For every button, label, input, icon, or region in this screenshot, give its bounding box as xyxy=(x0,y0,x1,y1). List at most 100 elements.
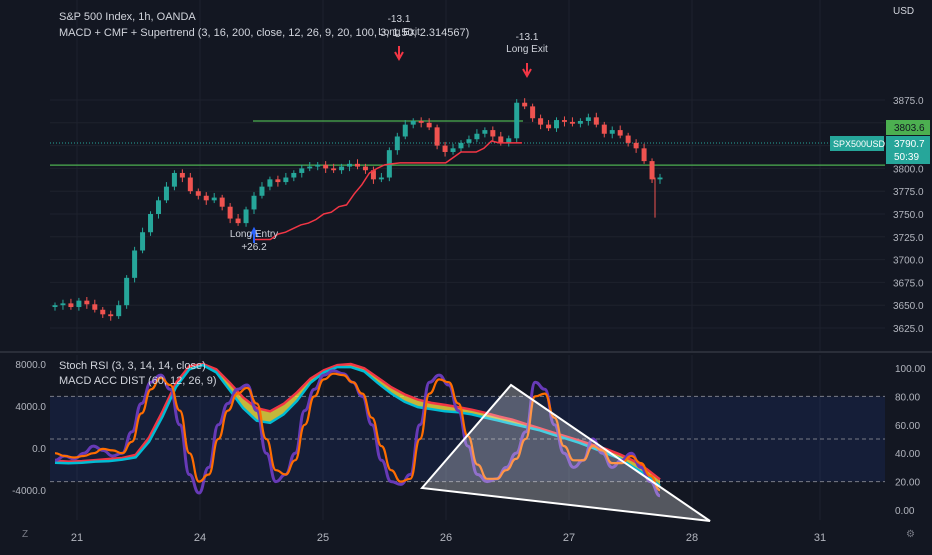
x-tick-label: 26 xyxy=(440,532,452,544)
candle-body xyxy=(76,300,82,308)
candle-body xyxy=(418,120,424,123)
candle-body xyxy=(347,163,353,167)
candle-body xyxy=(339,166,345,171)
currency-label: USD xyxy=(893,6,915,17)
candle-body xyxy=(100,309,106,315)
candle-body xyxy=(546,124,552,129)
macd-tick-label: 8000.0 xyxy=(15,360,46,371)
price-tick-label: 3650.0 xyxy=(893,301,924,312)
macd-tick-label: 4000.0 xyxy=(15,402,46,413)
candle-body xyxy=(92,304,98,310)
candle-body xyxy=(466,139,472,143)
x-tick-label: 24 xyxy=(194,532,206,544)
candle-body xyxy=(203,195,209,201)
candle-body xyxy=(251,195,257,210)
candle-body xyxy=(490,130,496,137)
candle-body xyxy=(649,161,655,180)
candle-body xyxy=(426,122,432,128)
stoch-tick-label: 0.00 xyxy=(895,506,915,517)
candle-body xyxy=(506,138,512,143)
candle-body xyxy=(275,179,281,183)
candle-body xyxy=(259,186,265,196)
candles xyxy=(52,98,663,321)
price-tick-label: 3675.0 xyxy=(893,278,924,289)
candle-body xyxy=(323,164,329,169)
candle-body xyxy=(633,142,639,149)
price-tick-label: 3775.0 xyxy=(893,187,924,198)
long-exit-value: -13.1 xyxy=(516,32,539,43)
stoch-tick-label: 20.00 xyxy=(895,478,920,489)
stoch-tick-label: 100.00 xyxy=(895,364,926,375)
x-tick-label: 25 xyxy=(317,532,329,544)
x-tick-label: 31 xyxy=(814,532,826,544)
candle-body xyxy=(163,186,169,201)
candle-body xyxy=(315,164,321,167)
candle-body xyxy=(124,277,130,306)
long-exit-value: -13.1 xyxy=(388,14,411,25)
candle-body xyxy=(235,218,241,224)
price-tick-label: 3750.0 xyxy=(893,210,924,221)
triangle-drawing xyxy=(420,383,711,522)
candle-body xyxy=(585,117,591,121)
long-entry-label: Long Entry xyxy=(230,229,278,240)
candle-body xyxy=(140,232,146,251)
long-entry-value: +26.2 xyxy=(241,242,267,253)
candle-body xyxy=(617,130,623,136)
price-tick-label: 3700.0 xyxy=(893,256,924,267)
candle-body xyxy=(291,172,297,178)
candle-body xyxy=(60,303,66,306)
long-exit-label: Long Exit xyxy=(378,27,420,38)
candle-body xyxy=(219,197,225,207)
candle-body xyxy=(657,177,663,180)
candle-body xyxy=(522,102,528,107)
candle-body xyxy=(116,305,122,317)
candle-body xyxy=(299,168,305,173)
stoch-tick-label: 60.00 xyxy=(895,421,920,432)
price-tick-label: 3625.0 xyxy=(893,324,924,335)
macd-tick-label: -4000.0 xyxy=(12,486,46,497)
candle-body xyxy=(211,197,217,201)
price-grid xyxy=(50,0,885,520)
long-exit-label: Long Exit xyxy=(506,44,548,55)
settings-icon[interactable]: ⚙ xyxy=(906,529,915,540)
price-tick-label: 3875.0 xyxy=(893,96,924,107)
candle-body xyxy=(108,314,114,317)
candle-body xyxy=(179,172,185,178)
candle-body xyxy=(132,250,138,278)
long-exit-arrow xyxy=(522,63,532,79)
candle-body xyxy=(458,142,464,149)
x-tick-label: 27 xyxy=(563,532,575,544)
support-price-text: 3803.6 xyxy=(894,123,925,134)
price-tick-label: 3725.0 xyxy=(893,233,924,244)
stoch-d-line xyxy=(54,372,661,492)
candle-body xyxy=(402,124,408,137)
last-price-tag xyxy=(886,136,930,164)
long-exit-arrow xyxy=(394,46,404,62)
candle-body xyxy=(577,120,583,124)
zoom-icon[interactable]: Z xyxy=(22,529,29,540)
symbol-tag-text: SPX500USD xyxy=(833,139,886,149)
candle-body xyxy=(148,214,154,233)
macd-tick-label: 0.0 xyxy=(32,444,46,455)
long-entry-arrow xyxy=(249,226,259,243)
candle-body xyxy=(561,120,567,122)
candle-body xyxy=(378,177,384,180)
candle-body xyxy=(68,303,74,308)
candle-body xyxy=(514,102,520,139)
candle-body xyxy=(267,179,273,187)
candle-body xyxy=(370,170,376,180)
candle-body xyxy=(625,135,631,143)
candle-body xyxy=(601,124,607,134)
candle-body xyxy=(530,106,536,119)
countdown-text: 50:39 xyxy=(894,152,919,163)
candle-body xyxy=(569,121,575,124)
support-price-tag xyxy=(886,120,930,135)
supertrend-line xyxy=(255,140,522,241)
candle-body xyxy=(474,133,480,140)
candle-body xyxy=(609,130,615,134)
candle-body xyxy=(195,191,201,196)
candle-body xyxy=(155,200,161,214)
candle-body xyxy=(434,127,440,146)
